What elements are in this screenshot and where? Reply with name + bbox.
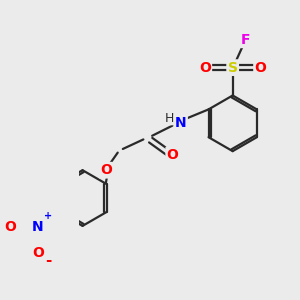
Text: O: O <box>4 220 16 234</box>
Text: F: F <box>241 33 250 47</box>
Text: O: O <box>255 61 266 75</box>
Text: O: O <box>32 246 44 260</box>
Text: O: O <box>100 163 112 177</box>
Text: O: O <box>199 61 211 75</box>
Text: S: S <box>228 61 238 75</box>
Text: -: - <box>45 253 51 268</box>
Text: +: + <box>44 212 52 221</box>
Text: H: H <box>164 112 174 125</box>
Text: N: N <box>175 116 187 130</box>
Text: N: N <box>32 220 44 234</box>
Text: O: O <box>167 148 178 162</box>
